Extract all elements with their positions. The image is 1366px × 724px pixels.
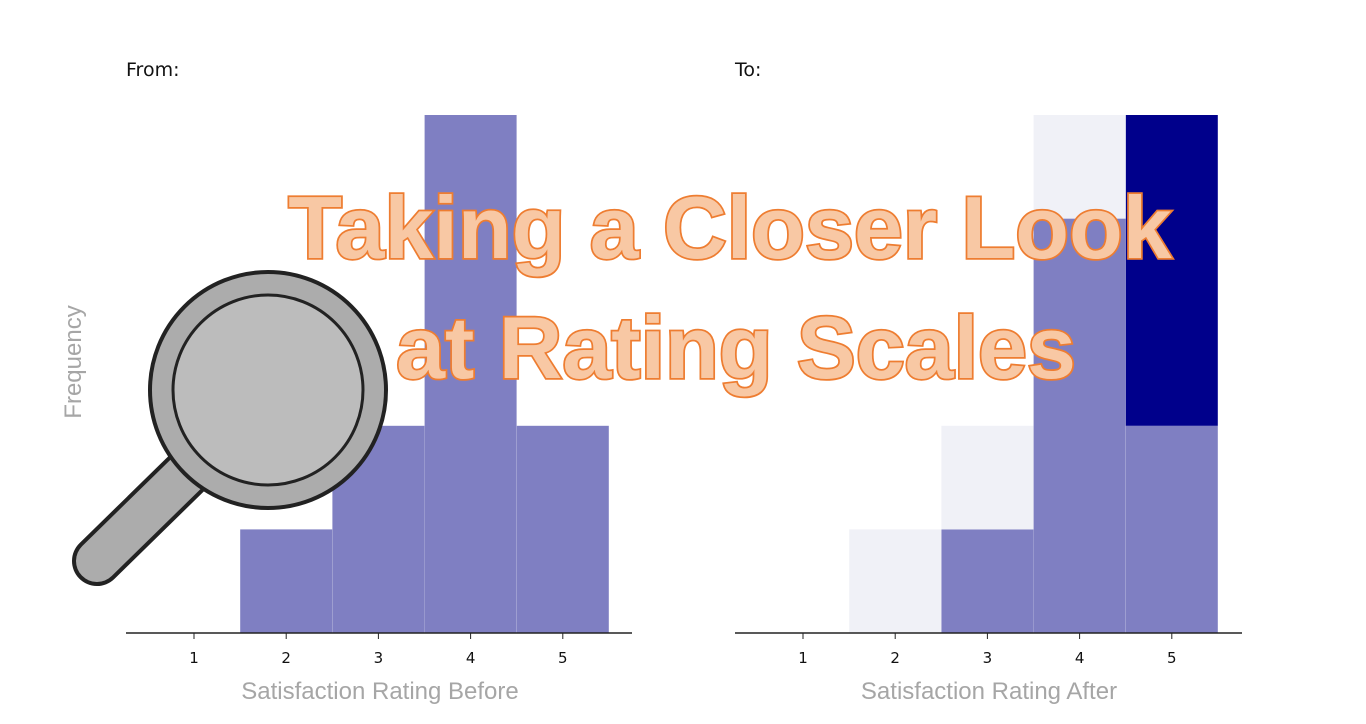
after-bar-4-s2 bbox=[1033, 115, 1126, 219]
before-tick-label-5: 5 bbox=[558, 649, 568, 667]
after-bars bbox=[849, 115, 1218, 633]
before-x-ticks: 1 2 3 4 5 bbox=[189, 633, 568, 667]
before-bars bbox=[240, 115, 609, 633]
after-tick-label-2: 2 bbox=[890, 649, 900, 667]
title-line-1: Taking a Closer Look bbox=[288, 178, 1172, 277]
before-tick-label-3: 3 bbox=[374, 649, 384, 667]
after-bar-5-s1 bbox=[1125, 115, 1218, 426]
after-tick-label-1: 1 bbox=[798, 649, 808, 667]
after-tick-label-3: 3 bbox=[983, 649, 993, 667]
before-tick-label-1: 1 bbox=[189, 649, 199, 667]
after-bar-5-s0 bbox=[1125, 425, 1218, 633]
before-bar-2 bbox=[240, 529, 333, 633]
after-bar-2-s2 bbox=[849, 529, 942, 633]
to-label: To: bbox=[734, 59, 761, 81]
before-tick-label-2: 2 bbox=[281, 649, 291, 667]
before-bar-5 bbox=[516, 425, 609, 633]
after-bar-3-s2 bbox=[941, 425, 1034, 530]
y-axis-title: Frequency bbox=[60, 305, 87, 418]
title-line-2: at Rating Scales bbox=[396, 298, 1076, 397]
after-tick-label-5: 5 bbox=[1167, 649, 1177, 667]
after-x-axis-title: Satisfaction Rating After bbox=[861, 678, 1117, 705]
from-label: From: bbox=[126, 59, 179, 81]
after-tick-label-4: 4 bbox=[1075, 649, 1085, 667]
after-x-ticks: 1 2 3 4 5 bbox=[798, 633, 1177, 667]
after-bar-4-s0 bbox=[1033, 218, 1126, 633]
after-bar-3-s0 bbox=[941, 529, 1034, 633]
before-tick-label-4: 4 bbox=[466, 649, 476, 667]
before-x-axis-title: Satisfaction Rating Before bbox=[241, 678, 519, 705]
magnifying-glass-icon bbox=[72, 270, 388, 586]
before-bar-4 bbox=[424, 115, 517, 633]
